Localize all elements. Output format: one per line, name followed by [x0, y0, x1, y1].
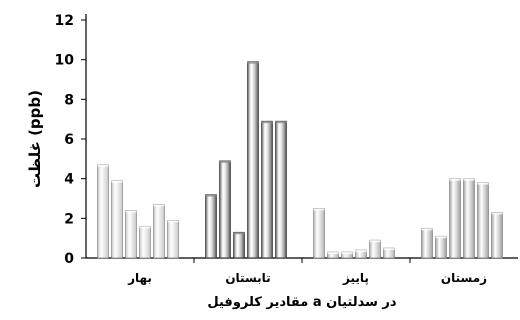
- bar: [275, 120, 287, 259]
- bar: [97, 164, 109, 259]
- bar: [125, 210, 137, 259]
- y-tick-label: 4: [64, 172, 74, 188]
- y-tick-label: 8: [64, 92, 74, 108]
- bar-cap: [97, 164, 109, 167]
- bar-cap: [313, 208, 325, 211]
- bar: [435, 235, 447, 259]
- bar: [233, 231, 245, 259]
- bar-cap: [327, 252, 339, 255]
- bar: [111, 180, 123, 259]
- bar-cap: [125, 210, 137, 213]
- y-tick-label: 0: [64, 251, 74, 267]
- bar-cap: [341, 252, 353, 255]
- bar-cap: [477, 182, 489, 185]
- bar: [205, 194, 217, 259]
- bar: [153, 204, 165, 259]
- bar-cap: [219, 160, 231, 163]
- bar-cap: [139, 226, 151, 229]
- bar-cap: [383, 248, 395, 251]
- bar-cap: [491, 212, 503, 215]
- bar-cap: [355, 250, 367, 253]
- bar: [139, 225, 151, 259]
- y-tick-label: 2: [64, 211, 74, 227]
- bar: [477, 182, 489, 259]
- axes: 0 2 4 6 8 10 12 بهار تابستان پاییز زمستان: [55, 13, 518, 285]
- bar: [369, 239, 381, 259]
- bar-cap: [275, 121, 287, 124]
- bar-cap: [435, 236, 447, 239]
- bar-cap: [261, 121, 273, 124]
- bar-cap: [463, 178, 475, 181]
- bar-cap: [167, 220, 179, 223]
- bar-cap: [369, 240, 381, 243]
- bar: [167, 220, 179, 259]
- x-category-label: بهار: [127, 271, 152, 285]
- bar: [219, 160, 231, 259]
- bar: [261, 120, 273, 259]
- y-tick-label: 10: [55, 53, 75, 69]
- x-axis-title: مقادیر کلروفیل a در سدلتیان: [207, 295, 397, 310]
- x-category-label: تابستان: [225, 271, 270, 285]
- bar-cap: [153, 204, 165, 207]
- bar: [421, 227, 433, 259]
- bar-cap: [233, 232, 245, 235]
- bars: [97, 61, 503, 259]
- bar: [313, 208, 325, 259]
- bar: [247, 61, 259, 259]
- bar-cap: [247, 61, 259, 64]
- bar-cap: [205, 194, 217, 197]
- y-axis-title: غلظت (ppb): [26, 90, 44, 188]
- bar-cap: [111, 180, 123, 183]
- x-category-label: پاییز: [342, 271, 369, 285]
- bar: [491, 212, 503, 259]
- y-tick-label: 6: [64, 132, 74, 148]
- x-category-label: زمستان: [441, 271, 487, 285]
- y-tick-label: 12: [55, 13, 74, 29]
- bar-cap: [449, 178, 461, 181]
- bar: [449, 178, 461, 259]
- bar-cap: [421, 228, 433, 231]
- bar: [463, 178, 475, 259]
